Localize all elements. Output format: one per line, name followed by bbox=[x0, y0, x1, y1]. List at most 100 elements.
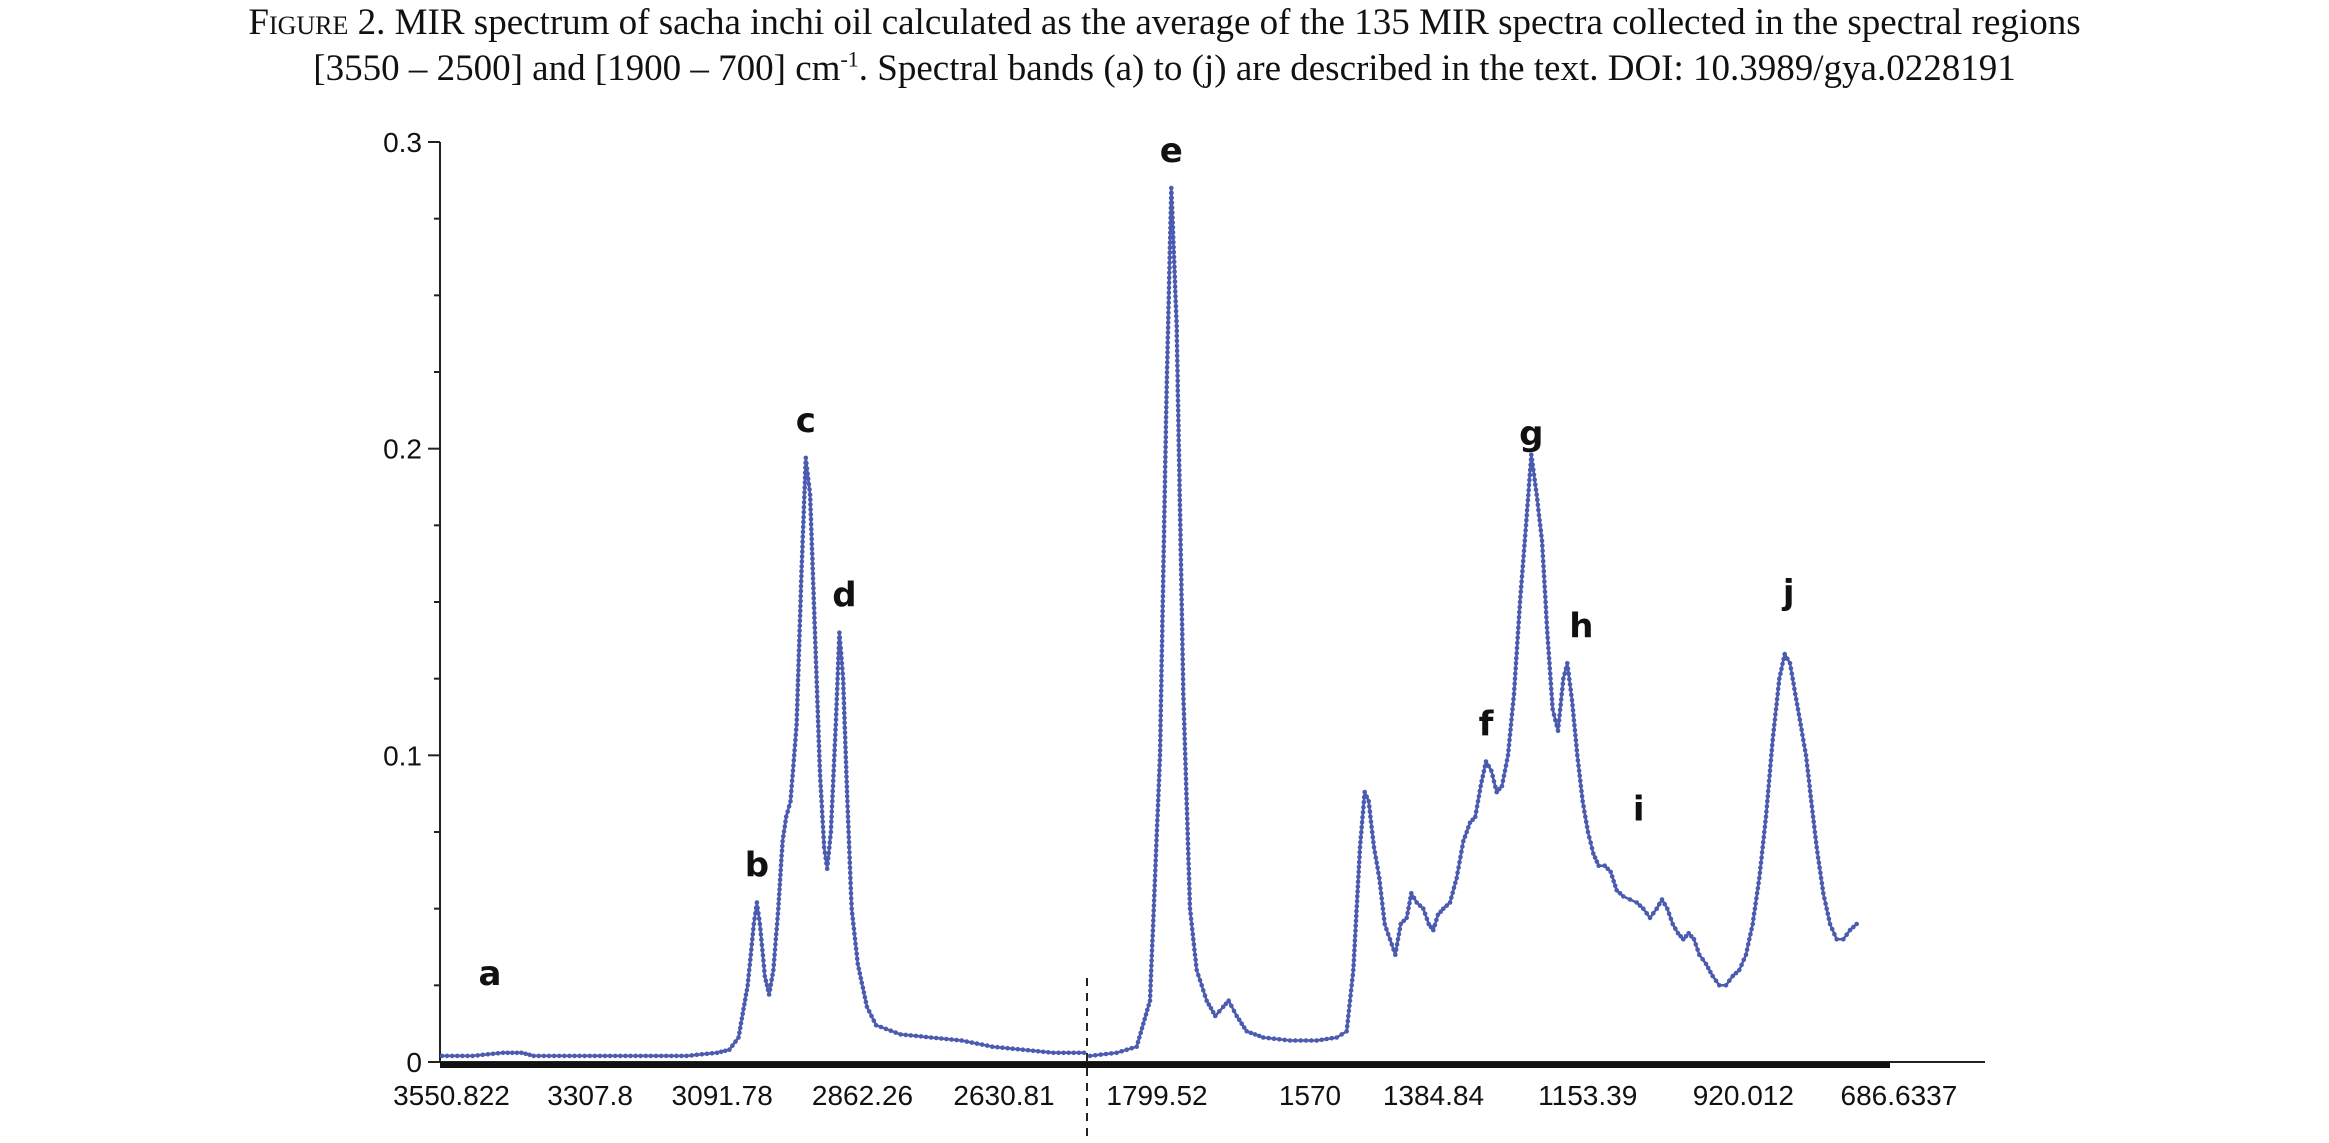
spectrum-point bbox=[1172, 284, 1178, 289]
spectrum-point bbox=[797, 613, 803, 619]
spectrum-point bbox=[814, 679, 819, 685]
spectrum-point bbox=[1093, 1053, 1098, 1058]
spectrum-point bbox=[831, 773, 836, 779]
spectrum-point bbox=[848, 891, 854, 896]
spectrum-point bbox=[807, 492, 813, 498]
spectrum-point bbox=[790, 773, 795, 779]
spectrum-point bbox=[757, 921, 763, 927]
spectrum-point bbox=[849, 911, 855, 916]
spectrum-point bbox=[759, 937, 764, 942]
spectrum-point bbox=[1366, 799, 1371, 804]
spectrum-point bbox=[1523, 523, 1529, 528]
spectrum-point bbox=[699, 1052, 705, 1057]
spectrum-point bbox=[1754, 891, 1760, 896]
spectrum-point bbox=[1309, 1038, 1314, 1043]
spectrum-point bbox=[1510, 701, 1516, 707]
spectrum-point bbox=[1352, 948, 1357, 953]
spectrum-point bbox=[1172, 264, 1177, 270]
spectrum-point bbox=[1153, 848, 1159, 853]
spectrum-point bbox=[741, 1006, 746, 1012]
spectrum-point bbox=[1184, 791, 1189, 797]
spectrum-point bbox=[1847, 927, 1853, 933]
spectrum-point bbox=[1167, 255, 1172, 261]
spectrum-point bbox=[1000, 1045, 1005, 1050]
spectrum-point bbox=[844, 784, 850, 789]
spectrum-point bbox=[1809, 804, 1815, 809]
spectrum-point bbox=[794, 717, 800, 722]
spectrum-point bbox=[1175, 383, 1180, 389]
spectrum-point bbox=[1354, 899, 1360, 904]
spectrum-point bbox=[756, 911, 761, 916]
spectrum-point bbox=[768, 982, 774, 987]
spectrum-point bbox=[796, 643, 802, 648]
spectrum-point bbox=[1377, 875, 1382, 881]
spectrum-point bbox=[852, 931, 857, 937]
spectrum-point bbox=[1514, 655, 1519, 661]
spectrum-point bbox=[1790, 676, 1795, 681]
spectrum-point bbox=[1164, 390, 1169, 395]
spectrum-point bbox=[801, 519, 806, 525]
spectrum-point bbox=[1087, 1053, 1093, 1059]
spectrum-point bbox=[795, 697, 800, 703]
spectrum-point bbox=[1393, 952, 1398, 957]
spectrum-point bbox=[796, 658, 801, 663]
spectrum-point bbox=[455, 1053, 460, 1059]
spectrum-point bbox=[1348, 988, 1354, 993]
spectrum-point bbox=[764, 983, 770, 988]
spectrum-point bbox=[1557, 712, 1562, 718]
spectrum-point bbox=[1470, 817, 1475, 822]
spectrum-point bbox=[1542, 584, 1547, 589]
spectrum-point bbox=[1161, 544, 1167, 549]
spectrum-point bbox=[799, 564, 804, 569]
spectrum-point bbox=[864, 1004, 870, 1010]
spectrum-point bbox=[847, 870, 853, 876]
spectrum-point bbox=[1183, 766, 1188, 772]
spectrum-point bbox=[1293, 1038, 1298, 1043]
spectrum-point bbox=[1815, 850, 1820, 855]
spectrum-point bbox=[1547, 671, 1553, 676]
spectrum-point bbox=[1793, 691, 1798, 697]
spectrum-point bbox=[1691, 937, 1697, 942]
spectrum-point bbox=[1356, 869, 1361, 875]
spectrum-point bbox=[1804, 763, 1810, 768]
spectrum-point bbox=[1662, 901, 1667, 907]
spectrum-point bbox=[1175, 368, 1180, 374]
spectrum-point bbox=[1509, 712, 1515, 717]
spectrum-point bbox=[1584, 824, 1590, 830]
spectrum-point bbox=[1759, 850, 1765, 855]
spectrum-point bbox=[1172, 269, 1177, 275]
spectrum-point bbox=[1762, 824, 1768, 830]
spectrum-point bbox=[748, 952, 754, 957]
spectrum-point bbox=[846, 829, 851, 835]
spectrum-point bbox=[1163, 459, 1168, 465]
spectrum-point bbox=[746, 967, 752, 973]
spectrum-point bbox=[1441, 906, 1446, 911]
spectrum-point bbox=[830, 778, 836, 784]
spectrum-point bbox=[1178, 537, 1183, 543]
spectrum-point bbox=[863, 999, 869, 1005]
spectrum-point bbox=[1179, 587, 1184, 592]
spectrum-point bbox=[1347, 1003, 1352, 1009]
spectrum-point bbox=[1371, 845, 1377, 850]
spectrum-point bbox=[1753, 901, 1758, 906]
spectrum-point bbox=[1163, 454, 1168, 460]
spectrum-point bbox=[1542, 589, 1548, 595]
spectrum-point bbox=[1727, 978, 1732, 983]
spectrum-point bbox=[849, 901, 854, 906]
spectrum-point bbox=[612, 1053, 618, 1059]
spectrum-point bbox=[918, 1034, 924, 1039]
spectrum-point bbox=[1717, 983, 1722, 988]
spectrum-point bbox=[1157, 743, 1163, 748]
spectrum-point bbox=[746, 972, 751, 978]
spectrum-point bbox=[1797, 717, 1803, 722]
spectrum-point bbox=[1713, 978, 1719, 983]
spectrum-point bbox=[827, 840, 833, 845]
spectrum-point bbox=[828, 829, 834, 835]
spectrum-point bbox=[1378, 885, 1383, 891]
spectrum-point bbox=[1372, 850, 1378, 855]
spectrum-point bbox=[1380, 906, 1386, 911]
spectrum-point bbox=[817, 763, 822, 768]
spectrum-point bbox=[1162, 494, 1167, 500]
spectrum-point bbox=[760, 947, 765, 953]
spectrum-point bbox=[1177, 502, 1183, 508]
